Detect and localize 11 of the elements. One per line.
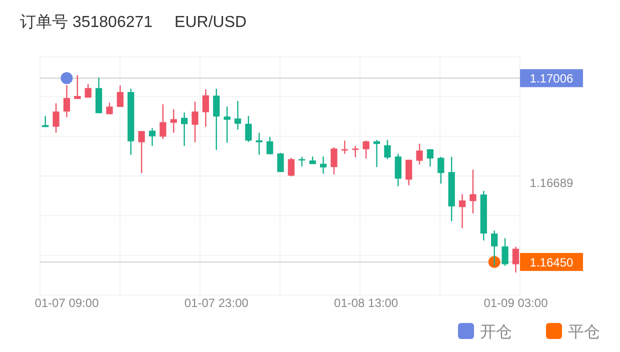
- x-tick-label: 01-09 03:00: [484, 296, 548, 310]
- legend-label: 平仓: [568, 324, 600, 341]
- x-tick-label: 01-07 23:00: [184, 296, 249, 310]
- y-tick-label: 1.16689: [530, 176, 574, 190]
- chart-subtitle: EUR/USD: [174, 14, 247, 31]
- legend-label: 开仓: [480, 324, 512, 341]
- x-tick-label: 01-07 09:00: [34, 296, 100, 310]
- chart-title: 订单号 351806271: [20, 13, 153, 31]
- y-tick-label: 1.16450: [530, 255, 574, 270]
- x-tick-label: 01-08 13:00: [334, 296, 398, 310]
- y-tick-label: 1.17006: [530, 72, 574, 86]
